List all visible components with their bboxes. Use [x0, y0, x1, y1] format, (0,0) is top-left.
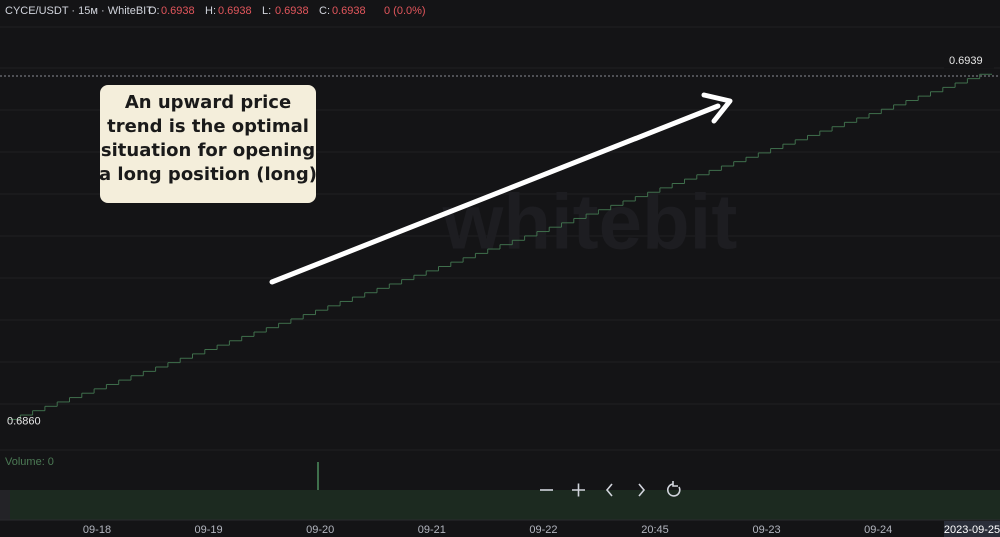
annotation-line: An upward price: [125, 92, 291, 113]
x-ticks: 09-18 09-19 09-20 09-21 09-22 20:45 09-23 09-24…: [83, 521, 1000, 537]
trend-arrow: [269, 103, 721, 285]
scroll-right[interactable]: [638, 483, 646, 497]
ohlc-value: 0.6938: [332, 5, 366, 17]
symbol: CYCE/USDT · 15м · WhiteBIT: [5, 5, 153, 17]
annotation-line: trend is the optimal: [107, 116, 309, 137]
annotation: An upward price trend is the optimal situa…: [99, 92, 317, 185]
scroll-left[interactable]: [605, 483, 613, 497]
volume-label: Volume: 0: [5, 456, 54, 468]
annotation-box: [100, 85, 316, 203]
annotation-line: a long position (long): [99, 164, 317, 185]
toolbar: [540, 481, 681, 497]
annotation-line: situation for opening: [101, 140, 315, 161]
ohlc-label: C:: [319, 5, 330, 17]
reset[interactable]: [666, 481, 681, 497]
watermark: whitebit: [442, 178, 738, 266]
x-tick-label: 20:45: [641, 524, 669, 536]
x-tick-label: 09-23: [753, 524, 781, 536]
price-line: 0.6860 0.6939: [7, 54, 994, 427]
last-price-tag: [944, 54, 994, 69]
last-price-label: 0.6939: [949, 55, 983, 67]
x-tick-highlight: [944, 521, 1000, 537]
scroll-button[interactable]: [0, 490, 10, 520]
ohlc-label: O:: [148, 5, 160, 17]
ohlc-value: 0.6938: [275, 5, 309, 17]
x-tick-label: 09-18: [83, 524, 111, 536]
x-tick-label: 09-22: [529, 524, 557, 536]
ohlc-label: L:: [262, 5, 271, 17]
x-tick-label: 09-20: [306, 524, 334, 536]
zoom-in[interactable]: [572, 483, 585, 497]
volume-strip: [0, 490, 1000, 520]
change: 0 (0.0%): [384, 5, 426, 17]
ohlc-value: 0.6938: [161, 5, 195, 17]
start-price-label: 0.6860: [7, 415, 41, 427]
x-axis: [0, 520, 1000, 537]
ohlc-value: 0.6938: [218, 5, 252, 17]
arrow-head: [701, 92, 733, 124]
x-tick-label: 2023-09-25: [944, 524, 1000, 536]
x-tick-label: 09-24: [864, 524, 892, 536]
ohlc-label: H:: [205, 5, 216, 17]
x-tick-label: 09-21: [418, 524, 446, 536]
x-tick-label: 09-19: [195, 524, 223, 536]
